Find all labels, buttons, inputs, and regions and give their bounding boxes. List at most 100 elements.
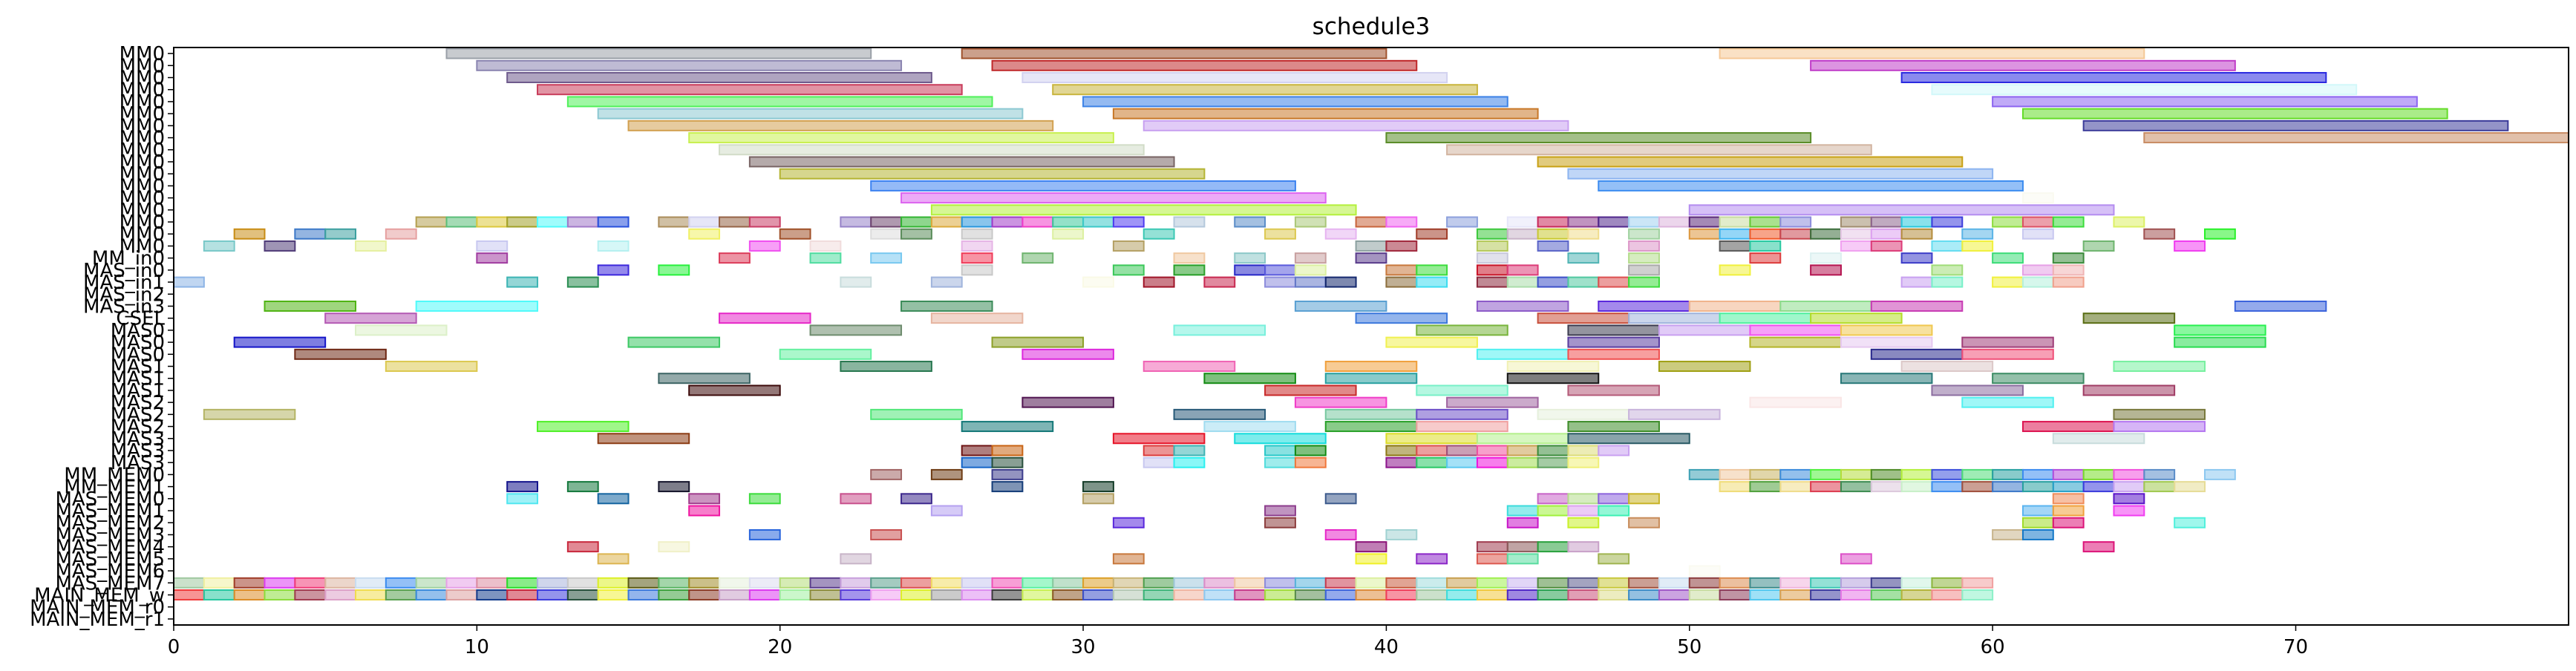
task-bar xyxy=(1719,264,1751,276)
task-bar xyxy=(840,276,872,288)
task-bar xyxy=(1234,264,1266,276)
task-bar xyxy=(1749,216,1782,228)
task-bar xyxy=(1961,481,1994,493)
task-bar xyxy=(1810,264,1842,276)
task-bar xyxy=(1567,216,1600,228)
task-bar xyxy=(506,577,539,589)
task-bar xyxy=(1294,577,1327,589)
task-bar xyxy=(2203,468,2236,480)
task-bar xyxy=(1294,456,1327,468)
task-bar xyxy=(385,228,417,240)
task-bar xyxy=(324,589,357,600)
task-bar xyxy=(2021,276,2054,288)
task-bar xyxy=(1567,228,1600,240)
task-bar xyxy=(1567,276,1600,288)
task-bar xyxy=(1416,228,1448,240)
task-bar xyxy=(1294,264,1327,276)
task-bar xyxy=(1628,240,1660,252)
task-bar xyxy=(1173,264,1206,276)
task-bar xyxy=(1082,589,1114,600)
task-bar xyxy=(2021,421,2115,433)
task-bar xyxy=(597,216,630,228)
x-tick-label: 10 xyxy=(465,636,489,658)
task-bar xyxy=(1173,252,1206,264)
task-bar xyxy=(1324,276,1357,288)
task-bar xyxy=(1658,324,1751,336)
task-bar xyxy=(1598,216,1630,228)
y-tick-label: MAS_in2 xyxy=(83,284,165,306)
task-bar xyxy=(1021,72,1448,84)
task-bar xyxy=(1840,373,1933,384)
task-bar xyxy=(1658,577,1690,589)
task-bar xyxy=(1355,240,1387,252)
task-bar xyxy=(264,240,296,252)
task-bar xyxy=(2082,120,2509,131)
task-bar xyxy=(1870,481,1903,493)
task-bar xyxy=(1628,216,1660,228)
task-bar xyxy=(1203,421,1296,433)
plot-frame xyxy=(173,47,2569,626)
task-bar xyxy=(961,589,993,600)
task-bar xyxy=(1931,589,1964,600)
task-bar xyxy=(1355,216,1387,228)
task-bar xyxy=(233,577,266,589)
task-bar xyxy=(2021,528,2054,540)
task-bar xyxy=(1870,240,1903,252)
task-bar xyxy=(1142,589,1175,600)
task-bar xyxy=(1628,577,1660,589)
task-bar xyxy=(1779,481,1812,493)
task-bar xyxy=(1173,408,1266,420)
task-bar xyxy=(961,421,1054,433)
task-bar xyxy=(1537,156,1964,168)
task-bar xyxy=(779,348,872,360)
task-bar xyxy=(1840,481,1872,493)
task-bar xyxy=(203,408,296,420)
task-bar xyxy=(415,216,448,228)
task-bar xyxy=(1688,300,1782,312)
task-bar xyxy=(748,240,781,252)
task-bar xyxy=(1294,589,1327,600)
task-bar xyxy=(991,468,1024,480)
task-bar xyxy=(688,132,1114,144)
task-bar xyxy=(1567,517,1600,528)
task-bar xyxy=(566,541,599,553)
task-bar xyxy=(719,577,751,589)
task-bar xyxy=(1567,589,1600,600)
task-bar xyxy=(1749,324,1842,336)
task-bar xyxy=(2052,433,2145,445)
task-bar xyxy=(506,589,539,600)
task-bar xyxy=(1749,228,1782,240)
task-bar xyxy=(1324,421,1418,433)
task-bar xyxy=(809,240,842,252)
task-bar xyxy=(1173,216,1206,228)
task-bar xyxy=(658,541,690,553)
task-bar xyxy=(1870,216,1903,228)
task-bar xyxy=(1567,384,1660,396)
task-bar xyxy=(2052,505,2085,517)
task-bar xyxy=(2234,300,2327,312)
task-bar xyxy=(1961,468,1994,480)
task-bar xyxy=(1810,59,2236,71)
task-bar xyxy=(1476,240,1508,252)
task-bar xyxy=(870,589,903,600)
task-bar xyxy=(1870,300,1964,312)
task-bar xyxy=(203,589,235,600)
task-bar xyxy=(719,216,751,228)
task-bar xyxy=(1294,445,1327,456)
task-bar xyxy=(1537,456,1569,468)
task-bar xyxy=(1567,336,1660,348)
x-tick-label: 40 xyxy=(1374,636,1399,658)
task-bar xyxy=(1931,264,1964,276)
task-bar xyxy=(1021,589,1054,600)
task-bar xyxy=(748,589,781,600)
task-bar xyxy=(1476,276,1508,288)
task-bar xyxy=(355,577,387,589)
task-bar xyxy=(1476,252,1508,264)
task-bar xyxy=(1688,468,1721,480)
task-bar xyxy=(688,216,721,228)
task-bar xyxy=(1992,528,2024,540)
task-bar xyxy=(1506,228,1539,240)
task-bar xyxy=(1567,456,1600,468)
task-bar xyxy=(1234,589,1266,600)
task-bar xyxy=(1598,180,2024,192)
